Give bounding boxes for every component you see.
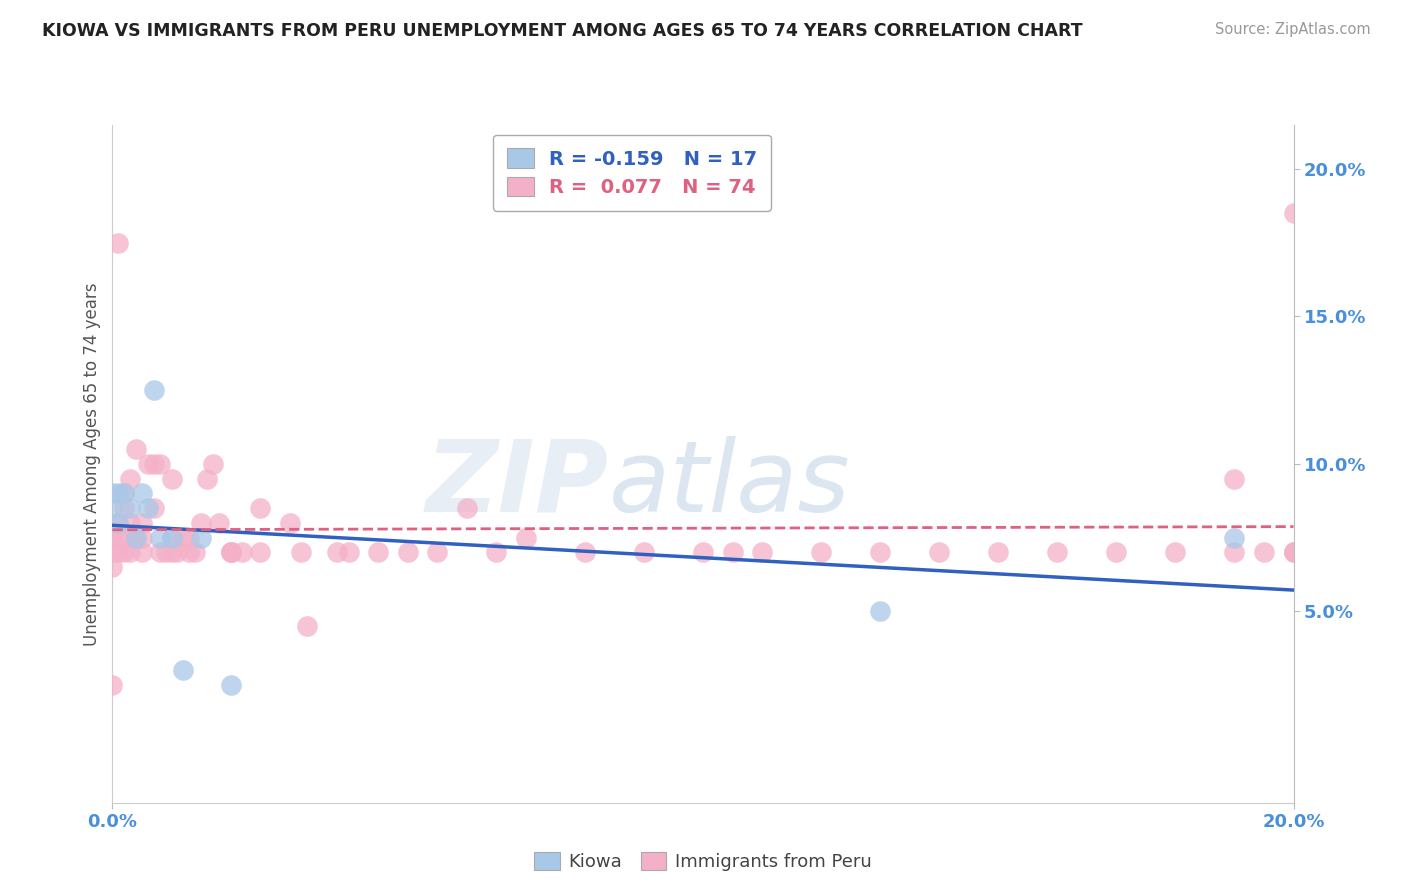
Legend: Kiowa, Immigrants from Peru: Kiowa, Immigrants from Peru (523, 841, 883, 882)
Point (112, 531, 135, 545)
Point (112, 501, 135, 516)
Point (172, 663, 194, 677)
Point (1223, 545, 1246, 559)
Point (160, 545, 183, 559)
Point (131, 516, 153, 530)
Point (1282, 545, 1305, 559)
Point (101, 545, 124, 559)
Point (160, 531, 183, 545)
Point (101, 531, 124, 545)
Point (107, 486, 129, 500)
Point (166, 545, 188, 559)
Point (1282, 545, 1305, 559)
Point (120, 516, 142, 530)
Point (120, 545, 142, 559)
Text: ZIP: ZIP (426, 435, 609, 533)
Point (249, 501, 271, 516)
Point (574, 545, 596, 559)
Point (131, 545, 153, 559)
Point (107, 516, 129, 530)
Point (1223, 531, 1246, 545)
Point (231, 545, 253, 559)
Point (131, 531, 153, 545)
Point (326, 545, 349, 559)
Point (149, 545, 172, 559)
Point (219, 678, 242, 692)
Point (136, 457, 159, 471)
Text: Source: ZipAtlas.com: Source: ZipAtlas.com (1215, 22, 1371, 37)
Point (426, 545, 449, 559)
Point (125, 531, 148, 545)
Point (297, 619, 319, 633)
Point (195, 472, 218, 486)
Point (112, 486, 135, 500)
Point (751, 545, 773, 559)
Point (1046, 545, 1069, 559)
Point (456, 501, 478, 516)
Point (136, 501, 159, 516)
Point (112, 545, 135, 559)
Point (1164, 545, 1187, 559)
Point (278, 516, 301, 530)
Point (219, 545, 242, 559)
Point (1282, 206, 1305, 220)
Point (179, 531, 201, 545)
Point (125, 442, 148, 456)
Point (396, 545, 419, 559)
Point (190, 516, 212, 530)
Point (208, 516, 231, 530)
Point (249, 545, 271, 559)
Point (869, 545, 891, 559)
Point (125, 531, 148, 545)
Point (633, 545, 655, 559)
Point (120, 501, 142, 516)
Point (131, 486, 153, 500)
Text: KIOWA VS IMMIGRANTS FROM PERU UNEMPLOYMENT AMONG AGES 65 TO 74 YEARS CORRELATION: KIOWA VS IMMIGRANTS FROM PERU UNEMPLOYME… (42, 22, 1083, 40)
Point (101, 678, 124, 692)
Point (107, 516, 129, 530)
Point (987, 545, 1010, 559)
Point (692, 545, 714, 559)
Point (149, 457, 172, 471)
Point (149, 531, 172, 545)
Point (485, 545, 508, 559)
Point (142, 383, 165, 397)
Text: atlas: atlas (609, 435, 851, 533)
Point (107, 235, 129, 250)
Point (367, 545, 389, 559)
Point (101, 501, 124, 516)
Point (1105, 545, 1128, 559)
Point (219, 545, 242, 559)
Point (201, 457, 224, 471)
Point (515, 531, 537, 545)
Point (184, 545, 207, 559)
Point (1223, 472, 1246, 486)
Point (1253, 545, 1275, 559)
Point (172, 531, 194, 545)
Point (107, 531, 129, 545)
Point (290, 545, 312, 559)
Point (1282, 545, 1305, 559)
Point (219, 545, 242, 559)
Point (107, 545, 129, 559)
Point (120, 472, 142, 486)
Point (112, 486, 135, 500)
Point (160, 472, 183, 486)
Point (142, 457, 165, 471)
Point (179, 545, 201, 559)
Point (142, 501, 165, 516)
Point (101, 486, 124, 500)
Point (928, 545, 950, 559)
Y-axis label: Unemployment Among Ages 65 to 74 years: Unemployment Among Ages 65 to 74 years (83, 282, 101, 646)
Point (721, 545, 744, 559)
Point (869, 604, 891, 618)
Point (155, 545, 177, 559)
Point (101, 560, 124, 574)
Point (190, 531, 212, 545)
Point (337, 545, 360, 559)
Point (810, 545, 832, 559)
Point (160, 531, 183, 545)
